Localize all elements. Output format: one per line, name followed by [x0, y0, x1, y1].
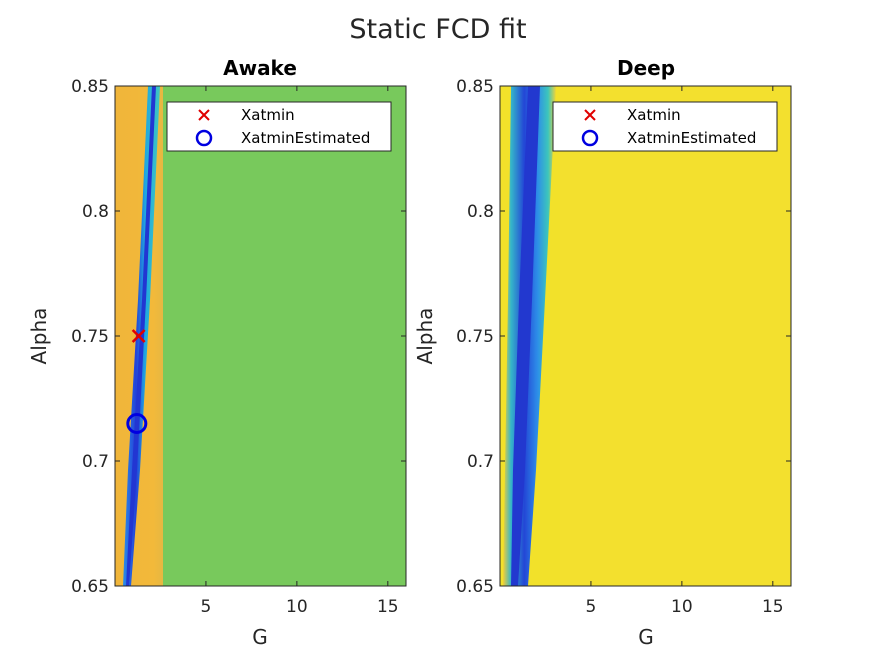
- deep-xtick-label: 5: [586, 597, 597, 617]
- awake-ticks: 5 10 15 0.65 0.7 0.75 0.8 0.85: [71, 77, 406, 617]
- deep-heatmap-valley-core: [511, 86, 540, 586]
- awake-heatmap-valley-core: [126, 86, 156, 586]
- panel-awake: 5 10 15 0.65 0.7 0.75 0.8 0.85 Awake G Alpha Xa…: [27, 56, 407, 649]
- deep-ytick-label: 0.8: [467, 202, 494, 222]
- awake-heatmap-bg: [115, 86, 406, 586]
- awake-legend-xatmin-icon: [198, 109, 210, 121]
- awake-ytick-label: 0.8: [82, 202, 109, 222]
- deep-ticks: 5 10 15 0.65 0.7 0.75 0.8 0.85: [456, 77, 791, 617]
- deep-legend-estimated-icon: [581, 129, 599, 147]
- deep-legend-xatmin-label: Xatmin: [627, 106, 681, 124]
- awake-legend: Xatmin XatminEstimated: [166, 101, 392, 152]
- awake-legend-xatmin-label: Xatmin: [241, 106, 295, 124]
- deep-ytick-label: 0.85: [456, 77, 494, 97]
- awake-legend-estimated-label: XatminEstimated: [241, 129, 370, 147]
- deep-ylabel: Alpha: [413, 308, 437, 365]
- deep-legend: Xatmin XatminEstimated: [552, 101, 778, 152]
- awake-marker-xatmin-estimated: [126, 413, 148, 434]
- awake-xtick-label: 10: [286, 597, 308, 617]
- deep-xtick-label: 10: [671, 597, 693, 617]
- awake-xtick-label: 5: [201, 597, 212, 617]
- awake-xtick-label: 15: [377, 597, 399, 617]
- awake-ytick-label: 0.75: [71, 327, 109, 347]
- deep-legend-xatmin-icon: [584, 109, 596, 121]
- deep-title: Deep: [617, 56, 675, 80]
- deep-ytick-label: 0.65: [456, 577, 494, 597]
- deep-xlabel: G: [638, 625, 654, 649]
- deep-legend-box: [552, 101, 778, 152]
- awake-title: Awake: [223, 56, 297, 80]
- awake-xlabel: G: [252, 625, 268, 649]
- deep-heatmap-right-tint: [560, 86, 791, 586]
- deep-xtick-label: 15: [762, 597, 784, 617]
- awake-legend-box: [166, 101, 392, 152]
- awake-ytick-label: 0.85: [71, 77, 109, 97]
- figure-title: Static FCD fit: [349, 14, 526, 45]
- awake-ytick-label: 0.65: [71, 577, 109, 597]
- panel-deep: 5 10 15 0.65 0.7 0.75 0.8 0.85 Deep G Alpha Xat…: [413, 56, 792, 649]
- deep-ytick-label: 0.75: [456, 327, 494, 347]
- awake-ytick-label: 0.7: [82, 452, 109, 472]
- awake-marker-xatmin: [131, 329, 146, 343]
- awake-markers: [126, 329, 148, 434]
- deep-legend-estimated-label: XatminEstimated: [627, 129, 756, 147]
- awake-ylabel: Alpha: [27, 308, 51, 365]
- awake-legend-estimated-icon: [195, 129, 213, 147]
- deep-ytick-label: 0.7: [467, 452, 494, 472]
